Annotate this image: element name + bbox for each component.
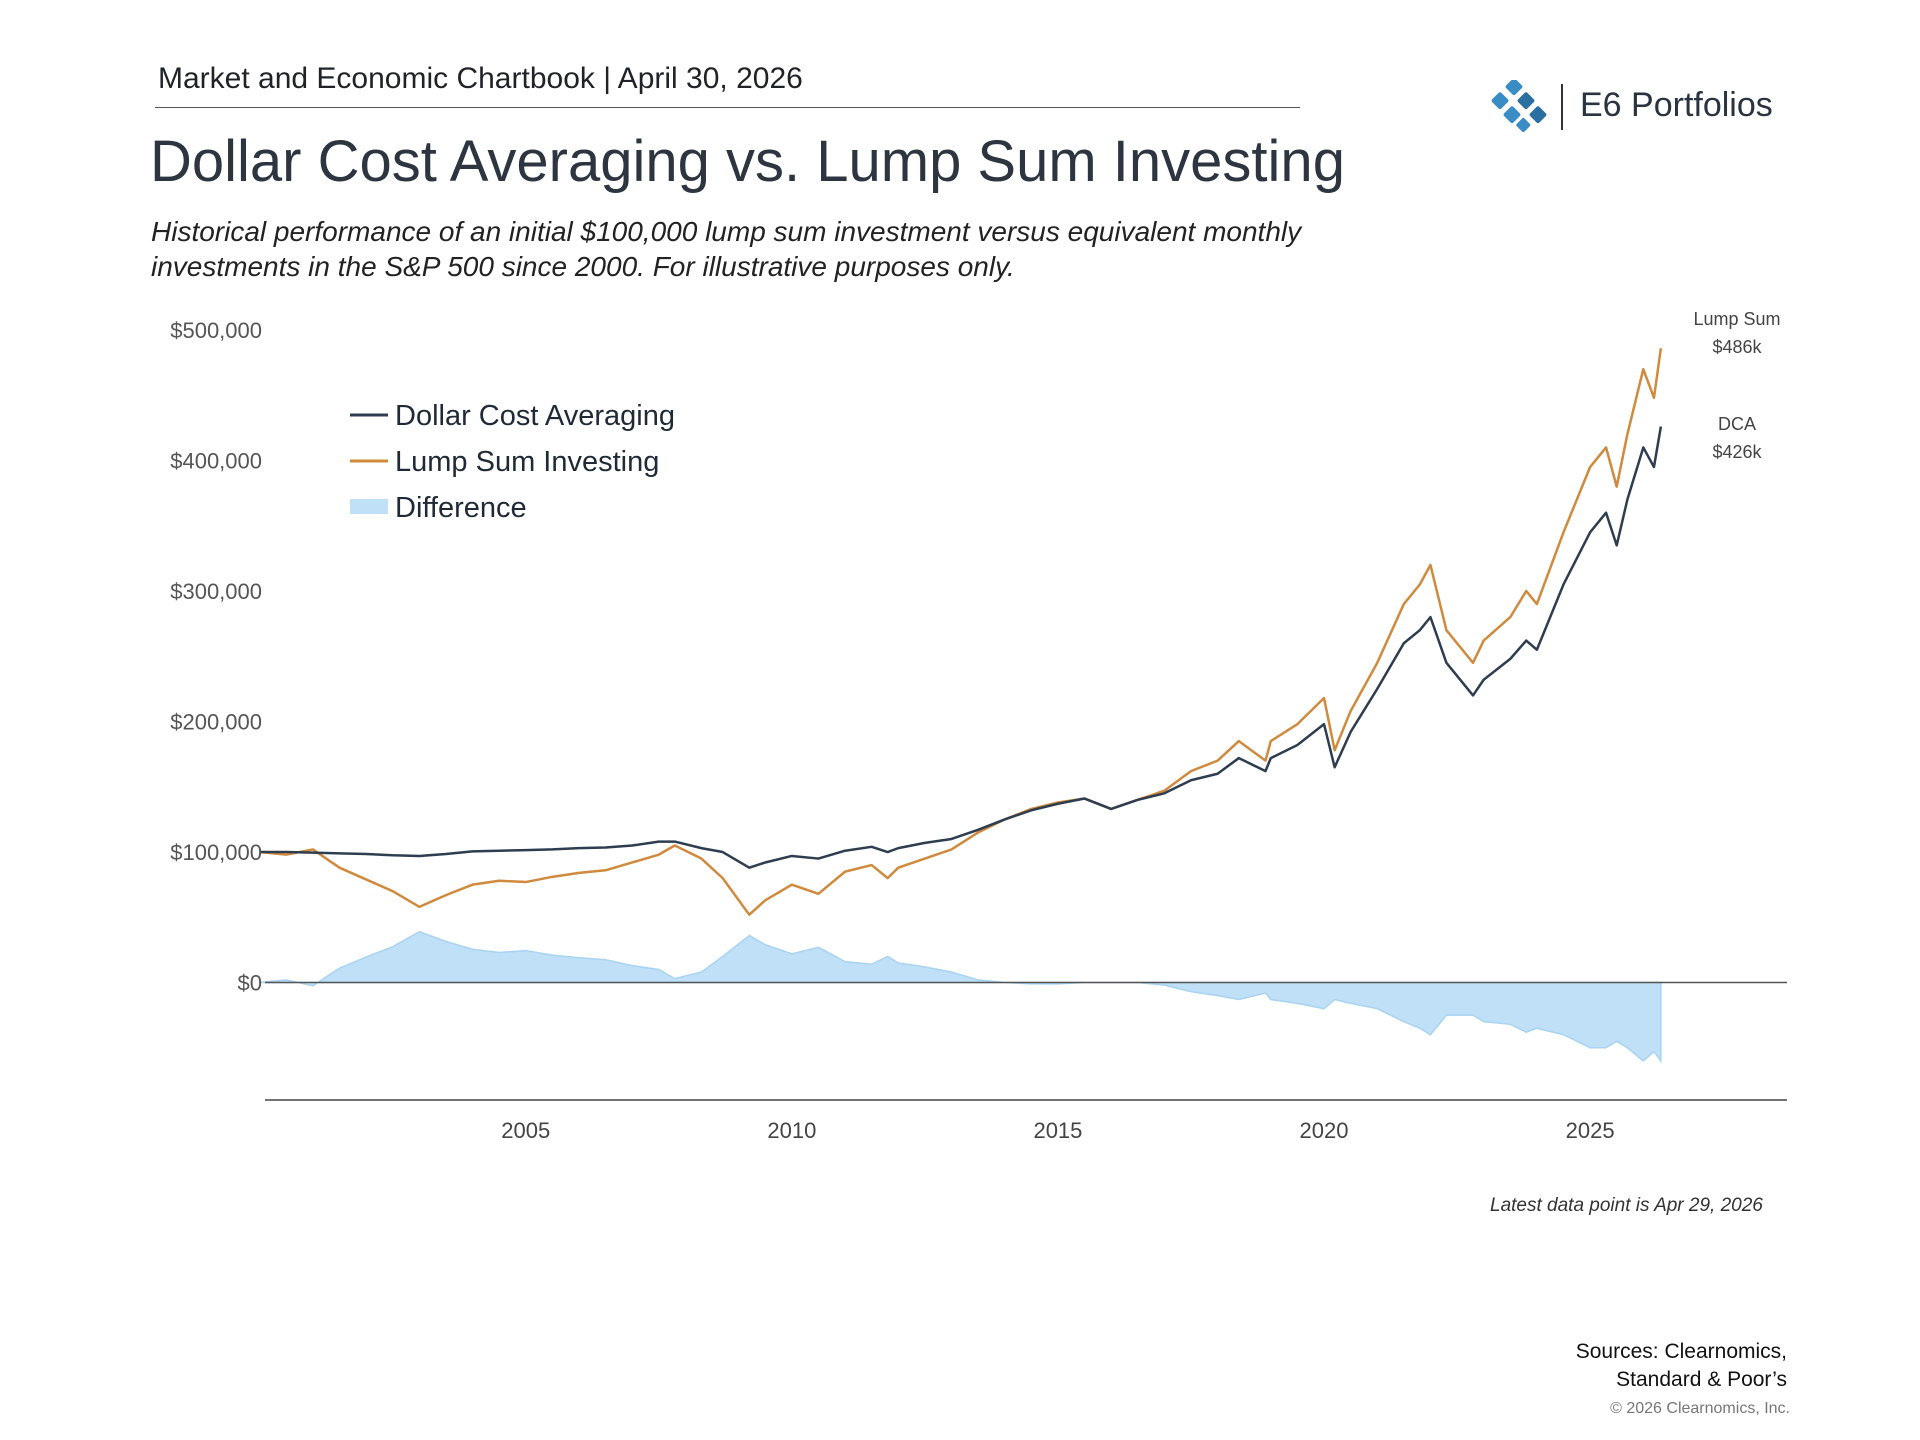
logo-separator <box>1561 84 1563 130</box>
brand-logo-icon <box>1491 80 1547 132</box>
dca-line <box>259 426 1663 869</box>
lump-sum-end-value: $486k <box>1712 337 1762 357</box>
legend-label: Difference <box>395 492 527 524</box>
x-tick-label: 2025 <box>1566 1118 1615 1143</box>
y-tick-label: $200,000 <box>170 710 262 735</box>
legend-swatch-area <box>350 499 388 514</box>
sources-line: Sources: Clearnomics, <box>1575 1340 1787 1363</box>
sources-line: Standard & Poor’s <box>1616 1368 1787 1391</box>
y-tick-label: $500,000 <box>170 318 262 343</box>
y-tick-label: $400,000 <box>170 449 262 474</box>
y-tick-label: $0 <box>238 971 262 996</box>
legend-label: Dollar Cost Averaging <box>395 400 675 432</box>
x-tick-label: 2010 <box>767 1118 816 1143</box>
header-divider <box>155 107 1300 108</box>
chartbook-label: Market and Economic Chartbook | April 30… <box>158 62 803 95</box>
x-tick-label: 2020 <box>1300 1118 1349 1143</box>
latest-data-note: Latest data point is Apr 29, 2026 <box>1490 1195 1763 1216</box>
sources-text: Sources: Clearnomics, Standard & Poor’s <box>1576 1338 1787 1394</box>
copyright-text: © 2026 Clearnomics, Inc. <box>1610 1400 1790 1417</box>
legend-label: Lump Sum Investing <box>395 446 659 478</box>
difference-area <box>259 930 1662 1064</box>
lump-sum-line <box>259 348 1663 916</box>
lump-sum-end-label: Lump Sum <box>1693 309 1780 329</box>
page-title: Dollar Cost Averaging vs. Lump Sum Inves… <box>150 129 1345 194</box>
y-tick-label: $300,000 <box>170 579 262 604</box>
x-tick-label: 2015 <box>1033 1118 1082 1143</box>
x-tick-label: 2005 <box>501 1118 550 1143</box>
dca-end-label: DCA <box>1718 414 1756 434</box>
brand-name: E6 Portfolios <box>1580 86 1773 124</box>
logo-mark-icon <box>1491 80 1547 132</box>
page-subtitle: Historical performance of an initial $10… <box>151 216 1302 282</box>
y-tick-label: $100,000 <box>170 840 262 865</box>
dca-end-value: $426k <box>1712 442 1762 462</box>
